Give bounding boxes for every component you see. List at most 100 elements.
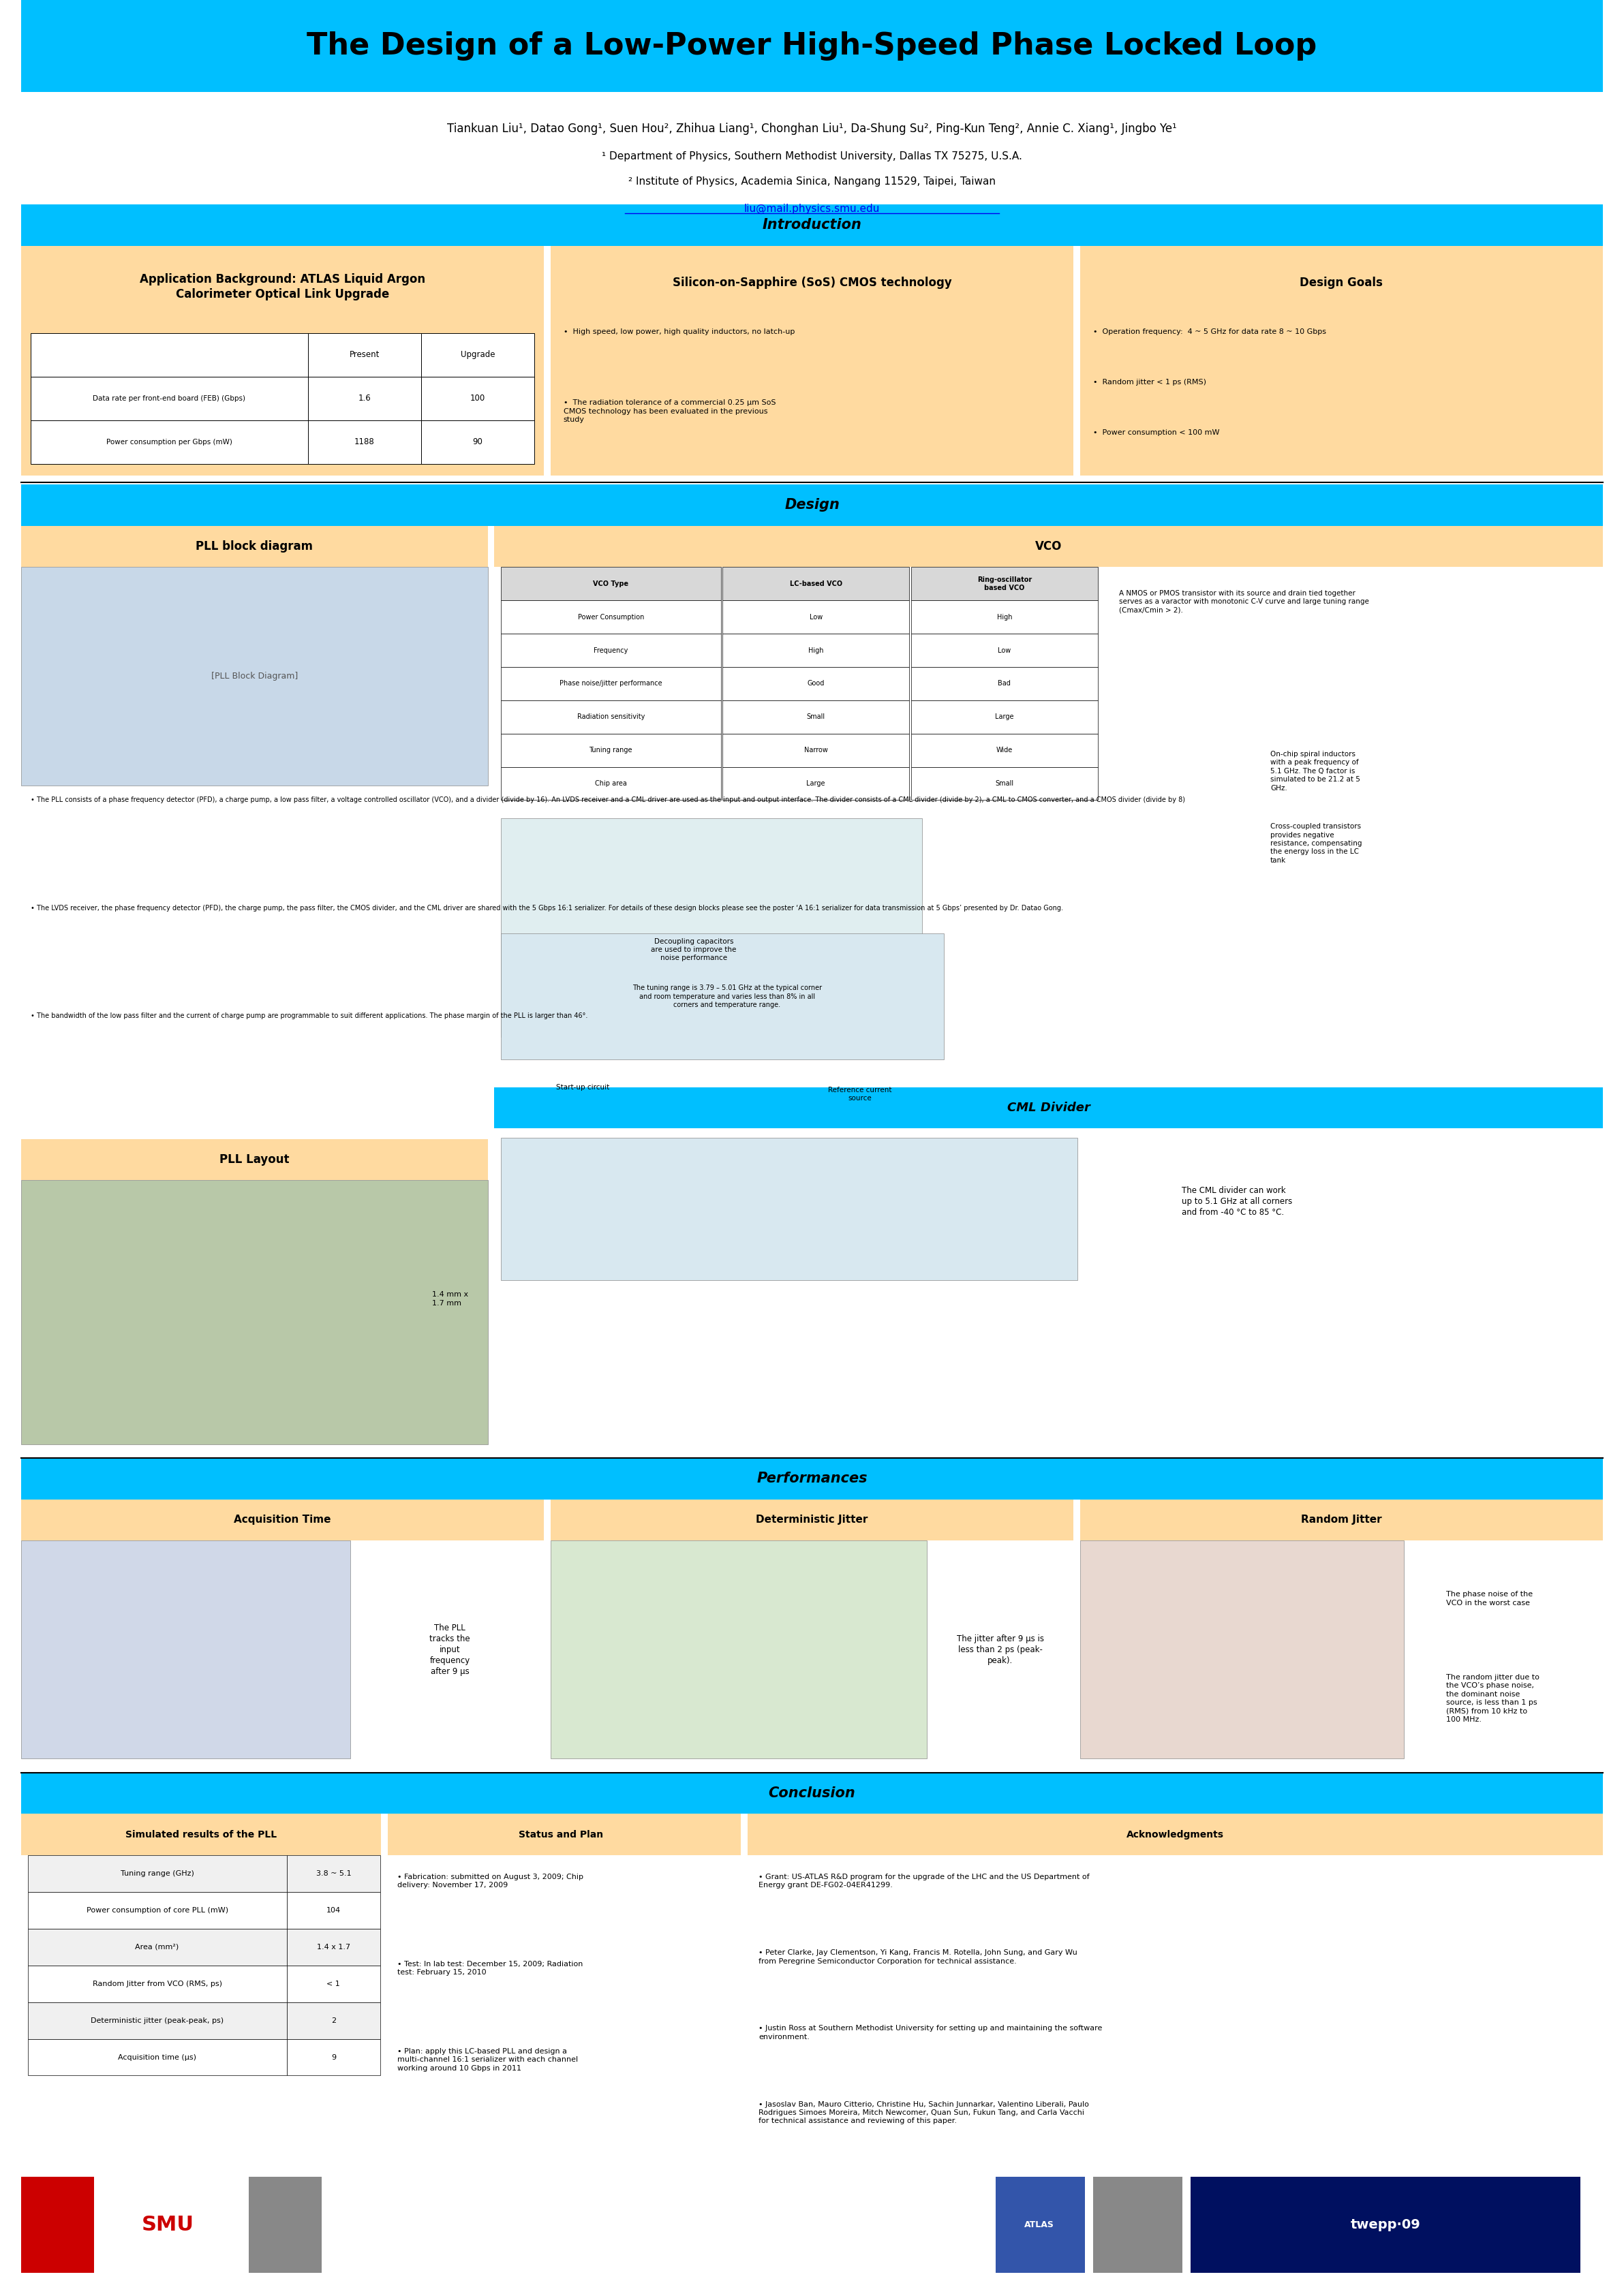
FancyBboxPatch shape [1190,2177,1580,2273]
Text: •  Operation frequency:  4 ~ 5 GHz for data rate 8 ~ 10 Gbps: • Operation frequency: 4 ~ 5 GHz for dat… [1093,328,1327,335]
FancyBboxPatch shape [500,767,721,801]
Text: The PLL
tracks the
input
frequency
after 9 μs: The PLL tracks the input frequency after… [430,1623,471,1676]
FancyBboxPatch shape [21,484,1603,526]
Text: 1.6: 1.6 [357,395,370,402]
Text: Deterministic jitter (peak-peak, ps): Deterministic jitter (peak-peak, ps) [91,2018,224,2023]
Text: • The PLL consists of a phase frequency detector (PFD), a charge pump, a low pas: • The PLL consists of a phase frequency … [31,797,1186,804]
Text: Low: Low [997,647,1010,654]
Text: Wide: Wide [996,746,1013,753]
Text: Acquisition time (μs): Acquisition time (μs) [119,2055,197,2060]
Text: •  High speed, low power, high quality inductors, no latch-up: • High speed, low power, high quality in… [564,328,794,335]
Text: •  Power consumption < 100 mW: • Power consumption < 100 mW [1093,429,1220,436]
Text: PLL block diagram: PLL block diagram [197,540,313,553]
FancyBboxPatch shape [28,1965,287,2002]
FancyBboxPatch shape [500,602,721,634]
FancyBboxPatch shape [500,820,922,1038]
Text: 1.4 x 1.7: 1.4 x 1.7 [317,1945,351,1949]
Text: 2: 2 [331,2018,336,2023]
Text: Small: Small [996,781,1013,788]
FancyBboxPatch shape [747,1814,1603,1855]
Text: Radiation sensitivity: Radiation sensitivity [577,714,645,721]
FancyBboxPatch shape [911,602,1098,634]
FancyBboxPatch shape [551,1541,927,1759]
FancyBboxPatch shape [31,377,309,420]
FancyBboxPatch shape [911,735,1098,767]
FancyBboxPatch shape [421,377,534,420]
Text: The CML divider can work
up to 5.1 GHz at all corners
and from -40 °C to 85 °C.: The CML divider can work up to 5.1 GHz a… [1182,1187,1293,1217]
Text: • Grant: US-ATLAS R&D program for the upgrade of the LHC and the US Department o: • Grant: US-ATLAS R&D program for the up… [758,1874,1090,1890]
Text: • The LVDS receiver, the phase frequency detector (PFD), the charge pump, the pa: • The LVDS receiver, the phase frequency… [31,905,1064,912]
FancyBboxPatch shape [248,2177,322,2273]
FancyBboxPatch shape [723,735,909,767]
FancyBboxPatch shape [500,668,721,700]
Text: Decoupling capacitors
are used to improve the
noise performance: Decoupling capacitors are used to improv… [651,939,737,962]
Text: Conclusion: Conclusion [768,1786,856,1800]
Text: Power consumption of core PLL (mW): Power consumption of core PLL (mW) [86,1908,227,1913]
FancyBboxPatch shape [21,1814,382,1855]
Text: Start-up circuit: Start-up circuit [557,1084,609,1091]
Text: Status and Plan: Status and Plan [518,1830,603,1839]
Text: • Plan: apply this LC-based PLL and design a
multi-channel 16:1 serializer with : • Plan: apply this LC-based PLL and desi… [398,2048,578,2071]
Text: Introduction: Introduction [762,218,862,232]
FancyBboxPatch shape [28,1855,287,1892]
Text: Large: Large [996,714,1013,721]
FancyBboxPatch shape [421,333,534,377]
FancyBboxPatch shape [28,1892,287,1929]
FancyBboxPatch shape [287,1892,380,1929]
Text: Data rate per front-end board (FEB) (Gbps): Data rate per front-end board (FEB) (Gbp… [93,395,245,402]
FancyBboxPatch shape [21,1458,1603,1499]
Text: Acknowledgments: Acknowledgments [1127,1830,1224,1839]
Text: Random Jitter from VCO (RMS, ps): Random Jitter from VCO (RMS, ps) [93,1981,222,1986]
FancyBboxPatch shape [996,2177,1085,2273]
Text: • The bandwidth of the low pass filter and the current of charge pump are progra: • The bandwidth of the low pass filter a… [31,1013,588,1019]
FancyBboxPatch shape [500,934,944,1061]
FancyBboxPatch shape [21,1180,487,1444]
FancyBboxPatch shape [28,2002,287,2039]
Text: High: High [809,647,823,654]
Text: Power Consumption: Power Consumption [578,613,645,620]
Text: ² Institute of Physics, Academia Sinica, Nangang 11529, Taipei, Taiwan: ² Institute of Physics, Academia Sinica,… [628,177,996,186]
Text: Power consumption per Gbps (mW): Power consumption per Gbps (mW) [106,439,232,445]
FancyBboxPatch shape [21,1139,487,1180]
Text: • Test: In lab test: December 15, 2009; Radiation
test: February 15, 2010: • Test: In lab test: December 15, 2009; … [398,1961,583,1977]
Text: liu@mail.physics.smu.edu: liu@mail.physics.smu.edu [744,204,880,214]
Text: The Design of a Low-Power High-Speed Phase Locked Loop: The Design of a Low-Power High-Speed Pha… [307,32,1317,60]
Text: 1188: 1188 [354,439,375,445]
Text: 3.8 ~ 5.1: 3.8 ~ 5.1 [317,1871,351,1876]
FancyBboxPatch shape [21,1499,544,1541]
Text: Narrow: Narrow [804,746,828,753]
Text: Deterministic Jitter: Deterministic Jitter [757,1515,867,1525]
Text: VCO Type: VCO Type [593,581,628,588]
FancyBboxPatch shape [500,567,721,602]
Text: Phase noise/jitter performance: Phase noise/jitter performance [559,680,663,687]
FancyBboxPatch shape [287,2039,380,2076]
FancyBboxPatch shape [500,700,721,735]
Text: 9: 9 [331,2055,336,2060]
Text: Tuning range: Tuning range [590,746,632,753]
FancyBboxPatch shape [287,1855,380,1892]
FancyBboxPatch shape [723,668,909,700]
Text: < 1: < 1 [326,1981,339,1986]
Text: Frequency: Frequency [594,647,628,654]
FancyBboxPatch shape [28,1929,287,1965]
FancyBboxPatch shape [551,246,1073,475]
Text: •  The radiation tolerance of a commercial 0.25 μm SoS
CMOS technology has been : • The radiation tolerance of a commercia… [564,400,776,422]
Text: A NMOS or PMOS transistor with its source and drain tied together
serves as a va: A NMOS or PMOS transistor with its sourc… [1119,590,1369,613]
Text: The random jitter due to
the VCO’s phase noise,
the dominant noise
source, is le: The random jitter due to the VCO’s phase… [1445,1674,1540,1722]
Text: Chip area: Chip area [594,781,627,788]
Text: Tiankuan Liu¹, Datao Gong¹, Suen Hou², Zhihua Liang¹, Chonghan Liu¹, Da-Shung Su: Tiankuan Liu¹, Datao Gong¹, Suen Hou², Z… [447,122,1177,135]
Text: SMU: SMU [141,2216,195,2234]
FancyBboxPatch shape [500,735,721,767]
Text: Low: Low [809,613,822,620]
Text: • Fabrication: submitted on August 3, 2009; Chip
delivery: November 17, 2009: • Fabrication: submitted on August 3, 20… [398,1874,583,1890]
FancyBboxPatch shape [494,526,1603,567]
Text: High: High [997,613,1012,620]
Text: ATLAS: ATLAS [1025,2220,1054,2229]
FancyBboxPatch shape [911,668,1098,700]
FancyBboxPatch shape [21,567,487,785]
FancyBboxPatch shape [500,1139,1077,1281]
Text: Reference current
source: Reference current source [828,1086,892,1102]
FancyBboxPatch shape [31,333,309,377]
Text: Small: Small [807,714,825,721]
Text: On-chip spiral inductors
with a peak frequency of
5.1 GHz. The Q factor is
simul: On-chip spiral inductors with a peak fre… [1270,751,1361,792]
